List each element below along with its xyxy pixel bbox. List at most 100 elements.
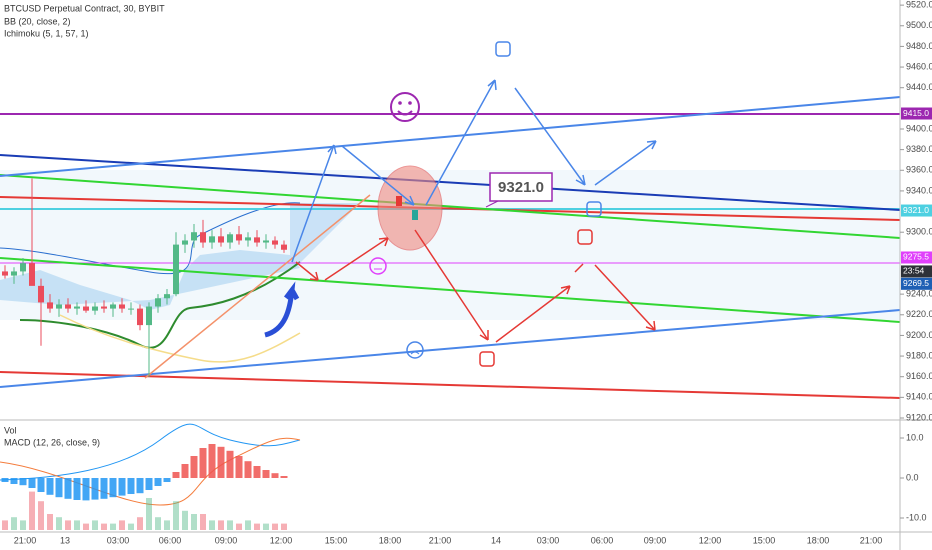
y-tick-label: 9520.0 — [906, 0, 932, 10]
indicator-label: BB (20, close, 2) — [4, 16, 71, 26]
macd-bar — [55, 478, 63, 498]
macd-bar — [10, 478, 18, 484]
volume-bar — [209, 520, 215, 530]
x-tick-label: 09:00 — [215, 535, 238, 545]
candle-body — [272, 240, 278, 245]
volume-bar — [128, 523, 134, 530]
macd-bar — [271, 473, 279, 478]
neutral-face — [369, 257, 387, 275]
y-tick-label: 9240.0 — [906, 289, 932, 299]
volume-bar — [65, 520, 71, 530]
x-tick-label: 21:00 — [14, 535, 37, 545]
volume-bar — [245, 520, 251, 530]
signal-line — [0, 437, 301, 506]
x-tick-label: 12:00 — [270, 535, 293, 545]
candle-body — [11, 271, 17, 276]
macd-bar — [226, 450, 234, 478]
volume-bar — [38, 501, 44, 530]
volume-bar — [11, 517, 17, 530]
candle-body — [110, 304, 116, 309]
volume-bar — [110, 523, 116, 530]
macd-bar — [244, 461, 252, 478]
y-tick-label: 9480.0 — [906, 41, 932, 51]
trendline — [0, 257, 901, 323]
volume-bar — [74, 520, 80, 530]
volume-bar — [29, 491, 35, 530]
volume-bar — [191, 514, 197, 530]
price-label: 9321.0 — [903, 205, 929, 215]
hand-icons — [479, 41, 602, 367]
y-tick-label: 10.0 — [906, 432, 924, 442]
price-label: 9269.5 — [903, 278, 929, 288]
macd-bar — [253, 466, 261, 478]
volume-bar — [227, 520, 233, 530]
y-tick-label: 9500.0 — [906, 20, 932, 30]
callout-text: 9321.0 — [498, 179, 544, 196]
price-label: 23:54 — [903, 266, 925, 276]
candle-body — [56, 304, 62, 309]
macd-bar — [46, 478, 54, 495]
blue-arrows — [291, 79, 657, 263]
macd-bar — [1, 478, 9, 482]
smiley — [390, 92, 420, 122]
candle-body — [263, 240, 269, 243]
y-tick-label: 9120.0 — [906, 412, 932, 422]
trendline — [0, 174, 901, 239]
indicator-label: Ichimoku (5, 1, 57, 1) — [4, 28, 89, 38]
x-tick-label: 15:00 — [753, 535, 776, 545]
x-tick-label: 15:00 — [325, 535, 348, 545]
macd-line — [0, 423, 301, 481]
x-tick-label: 14 — [491, 535, 501, 545]
volume-bar — [218, 520, 224, 530]
y-tick-label: 9340.0 — [906, 185, 932, 195]
price-label-bg — [901, 265, 932, 278]
y-tick-label: 9360.0 — [906, 165, 932, 175]
macd-bar — [235, 456, 243, 478]
candle-body — [47, 302, 53, 309]
candle-body — [101, 306, 107, 309]
volume-bar — [83, 523, 89, 530]
bb-lower — [59, 314, 301, 363]
macd-bar — [127, 478, 135, 494]
volume-bar — [146, 498, 152, 530]
candle-body — [20, 263, 26, 272]
y-tick-label: 9460.0 — [906, 61, 932, 71]
x-tick-label: 18:00 — [379, 535, 402, 545]
macd-bar — [181, 464, 189, 478]
macd-bar — [64, 478, 72, 499]
trendline — [0, 96, 901, 177]
candle-body — [29, 263, 35, 286]
y-tick-label: 9400.0 — [906, 123, 932, 133]
candle-body — [245, 237, 251, 241]
volume-bar — [263, 523, 269, 530]
callout-box — [489, 172, 553, 202]
volume-bar — [281, 523, 287, 530]
candle-body — [155, 298, 161, 307]
y-tick-label: 9140.0 — [906, 392, 932, 402]
candle-body — [173, 244, 179, 295]
candle-body — [38, 285, 44, 303]
y-tick-label: 9300.0 — [906, 227, 932, 237]
trendline — [144, 194, 371, 379]
macd-bar — [19, 478, 27, 486]
volume-bar — [56, 517, 62, 530]
candle-body — [254, 237, 260, 243]
volume-bar — [182, 510, 188, 530]
y-tick-label: 0.0 — [906, 472, 919, 482]
volume-bar — [200, 514, 206, 530]
sad-face — [406, 341, 424, 359]
macd-bar — [145, 478, 153, 490]
macd-bar — [28, 478, 36, 488]
macd-bar — [172, 472, 180, 478]
price-label: 9275.5 — [903, 252, 929, 262]
candle-body — [92, 306, 98, 311]
macd-bar — [100, 478, 108, 499]
highlight-circle — [377, 165, 443, 251]
candle-body — [200, 232, 206, 243]
y-tick-label: 9180.0 — [906, 350, 932, 360]
panel-label: Vol — [4, 425, 17, 435]
price-label: 9415.0 — [903, 108, 929, 118]
ichimoku-line — [19, 261, 301, 349]
candle-body — [227, 234, 233, 243]
